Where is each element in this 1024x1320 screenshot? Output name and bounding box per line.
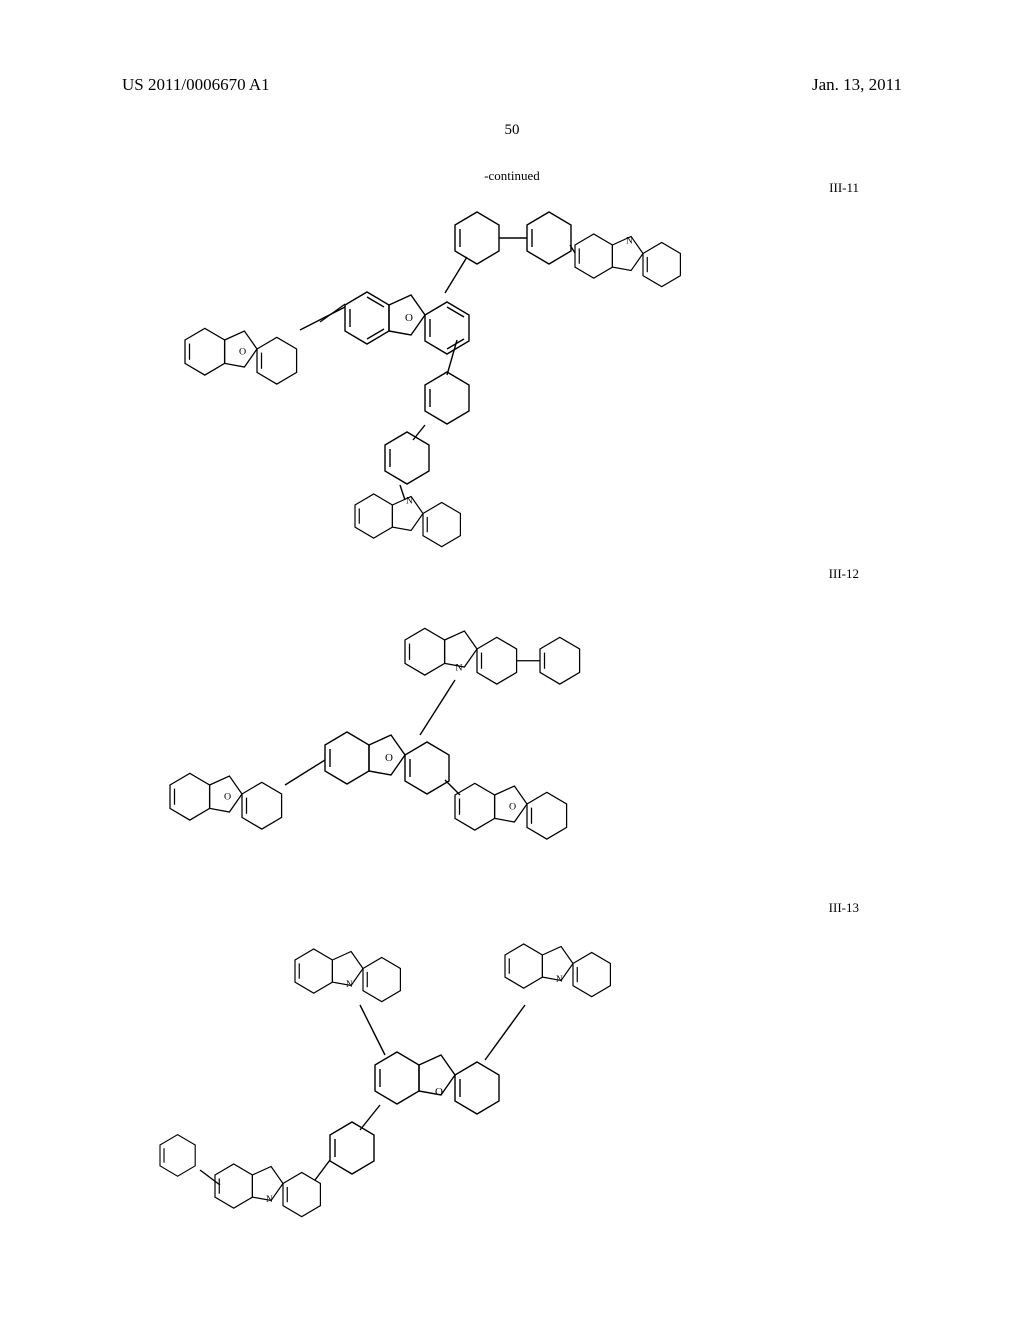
compound-label-3: III-13 <box>829 900 859 916</box>
svg-text:O: O <box>224 791 231 802</box>
structure-svg-1: O O N <box>145 185 685 570</box>
svg-text:N: N <box>455 663 462 674</box>
chemical-structure-2: O O O N <box>145 585 685 875</box>
publication-date: Jan. 13, 2011 <box>812 75 902 95</box>
chemical-structure-1: O O N <box>145 185 685 570</box>
structure-svg-3: O N N N <box>145 905 685 1275</box>
page-number: 50 <box>0 122 1024 139</box>
svg-text:O: O <box>405 312 413 324</box>
structure-svg-2: O O O N <box>145 585 685 875</box>
svg-text:O: O <box>385 752 393 764</box>
compound-label-2: III-12 <box>829 566 859 582</box>
chemical-structure-3: O N N N <box>145 905 685 1275</box>
svg-text:N: N <box>266 1195 273 1205</box>
svg-text:N: N <box>626 236 633 246</box>
continued-label: -continued <box>0 168 1024 184</box>
publication-number: US 2011/0006670 A1 <box>122 75 270 95</box>
svg-text:O: O <box>239 346 246 357</box>
compound-label-1: III-11 <box>829 180 859 196</box>
svg-text:O: O <box>435 1086 443 1098</box>
svg-text:N: N <box>406 496 413 506</box>
svg-text:O: O <box>509 801 516 812</box>
svg-text:N: N <box>556 975 563 985</box>
svg-text:N: N <box>346 980 353 990</box>
